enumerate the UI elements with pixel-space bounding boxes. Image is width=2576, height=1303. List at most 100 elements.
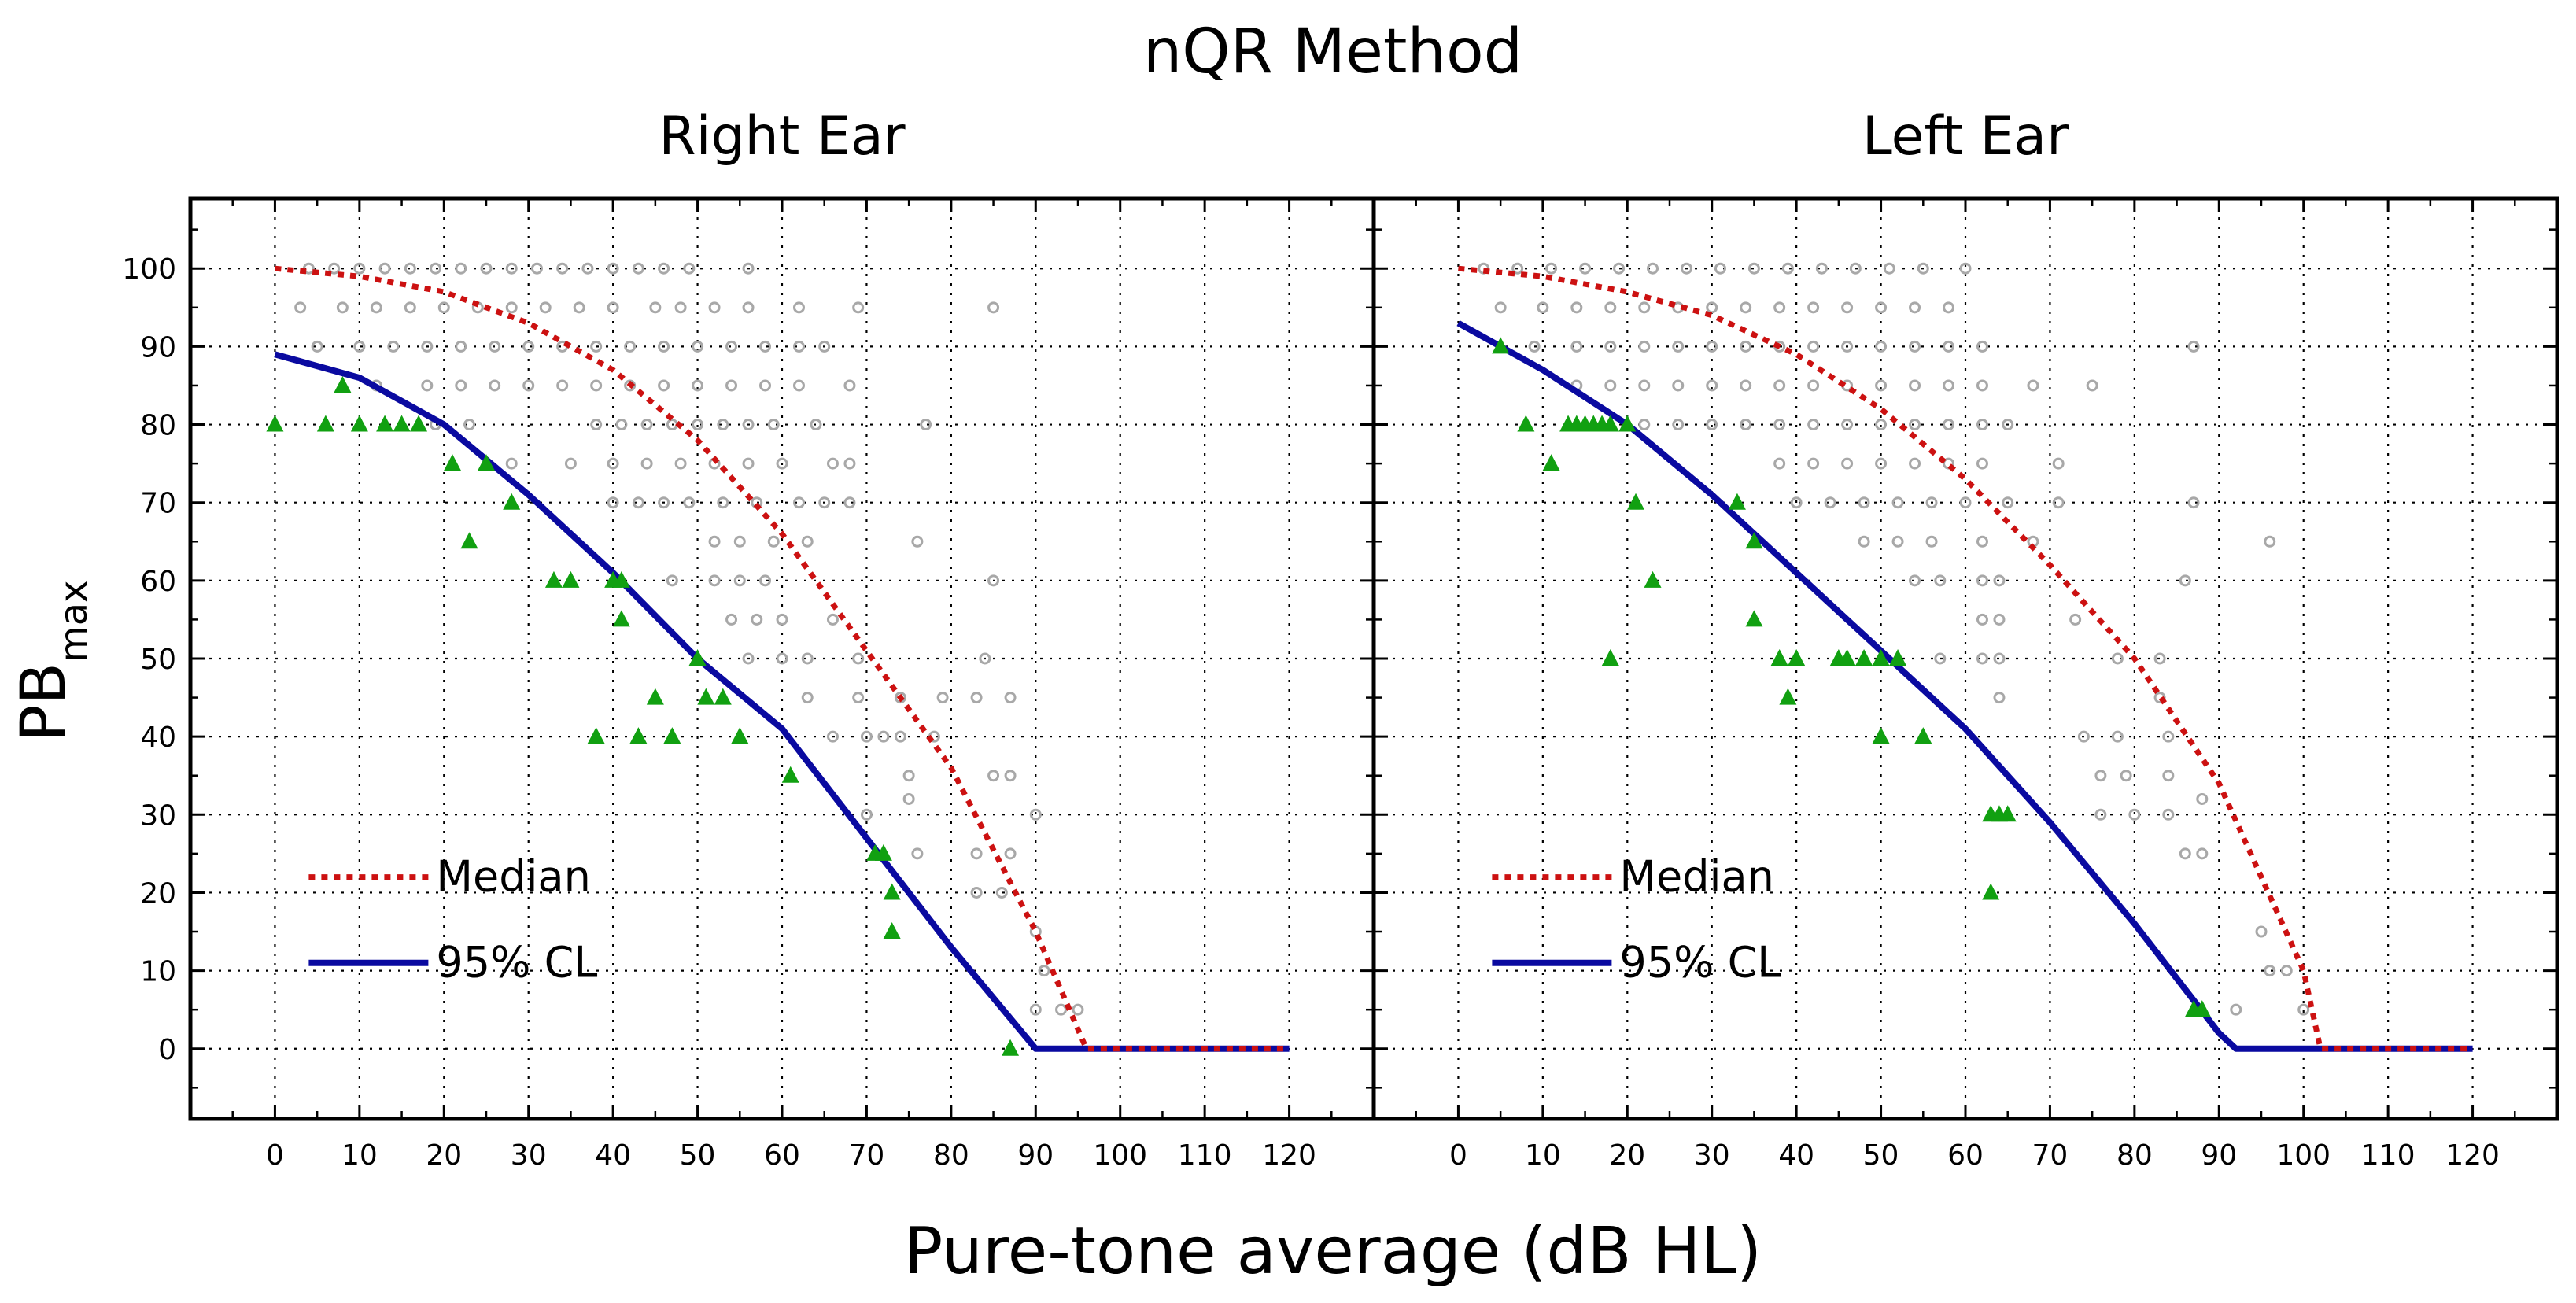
data-point <box>852 692 865 704</box>
below-cl-point <box>612 610 630 627</box>
x-tick-label: 40 <box>1778 1139 1814 1172</box>
data-point <box>2077 730 2090 743</box>
data-point <box>1959 262 1972 275</box>
data-point <box>1875 379 1888 392</box>
data-point <box>2120 770 2132 782</box>
data-point <box>2255 925 2268 938</box>
x-tick-label: 80 <box>2117 1139 2153 1172</box>
data-point <box>801 652 814 665</box>
below-cl-point <box>478 454 495 471</box>
data-point <box>2162 730 2175 743</box>
x-tick-label: 0 <box>1449 1139 1467 1172</box>
data-point <box>2002 496 2014 509</box>
data-point <box>767 419 780 431</box>
data-point <box>725 340 738 353</box>
data-point <box>564 457 577 470</box>
data-point <box>658 379 670 392</box>
data-point <box>1773 301 1786 314</box>
below-cl-point <box>714 688 732 705</box>
data-point <box>1706 379 1718 392</box>
y-tick-label: 0 <box>158 1034 176 1066</box>
data-point <box>852 301 865 314</box>
data-point <box>742 457 755 470</box>
data-point <box>666 574 678 587</box>
data-point <box>1638 419 1651 431</box>
data-point <box>1909 379 1921 392</box>
x-tick-label: 30 <box>1694 1139 1730 1172</box>
data-point <box>387 340 400 353</box>
below-cl-point <box>883 883 901 900</box>
x-tick-label: 110 <box>1178 1139 1232 1172</box>
below-cl-point <box>1770 649 1788 666</box>
data-point <box>590 340 603 353</box>
data-point <box>2162 770 2175 782</box>
y-tick-label: 40 <box>140 722 176 754</box>
below-cl-point <box>612 570 630 588</box>
data-point <box>489 379 501 392</box>
data-point <box>2111 652 2124 665</box>
data-point <box>1909 419 1921 431</box>
data-point <box>658 496 670 509</box>
data-point <box>970 886 983 899</box>
data-point <box>2280 965 2293 977</box>
data-point <box>2264 535 2276 548</box>
data-point <box>2027 379 2039 392</box>
below-cl-point <box>1889 649 1907 666</box>
x-tick-label: 10 <box>341 1139 378 1172</box>
data-point <box>1993 574 2006 587</box>
data-point <box>818 340 831 353</box>
data-point <box>624 379 637 392</box>
data-point <box>1604 340 1617 353</box>
data-point <box>1672 379 1685 392</box>
data-point <box>725 379 738 392</box>
data-point <box>1714 262 1726 275</box>
data-point <box>530 262 543 275</box>
y-axis-label-main: PB <box>9 663 79 742</box>
data-point <box>1807 457 1820 470</box>
below-cl-point <box>731 727 749 744</box>
x-tick-label: 90 <box>2201 1139 2237 1172</box>
data-point <box>607 262 619 275</box>
data-point <box>556 262 569 275</box>
data-point <box>437 301 450 314</box>
data-point <box>640 419 653 431</box>
data-point <box>742 652 755 665</box>
x-tick-label: 120 <box>2445 1139 2500 1172</box>
data-point <box>607 301 619 314</box>
data-point <box>2094 808 2107 821</box>
data-point <box>640 457 653 470</box>
data-point <box>826 730 839 743</box>
data-point <box>1494 301 1507 314</box>
data-point <box>455 379 467 392</box>
data-point <box>2086 379 2098 392</box>
data-point <box>1773 419 1786 431</box>
data-point <box>683 496 696 509</box>
data-point <box>742 419 755 431</box>
data-point <box>708 535 721 548</box>
x-axis-label: Pure-tone average (dB HL) <box>904 1214 1762 1289</box>
legend: Median 95% CL <box>1492 852 1781 987</box>
below-cl-point <box>1788 649 1806 666</box>
data-point <box>970 692 983 704</box>
data-point <box>1528 340 1541 353</box>
data-point <box>2264 965 2276 977</box>
y-tick-label: 100 <box>122 253 176 286</box>
data-point <box>826 613 839 626</box>
data-point <box>1875 457 1888 470</box>
data-point <box>607 496 619 509</box>
below-cl-point <box>1872 649 1890 666</box>
y-tick-label: 80 <box>140 410 176 442</box>
data-point <box>792 379 805 392</box>
data-point <box>1976 419 1988 431</box>
y-axis-label-sub: max <box>52 580 96 663</box>
data-point <box>2069 613 2082 626</box>
data-point <box>2297 1003 2310 1016</box>
below-cl-point <box>350 415 368 432</box>
data-point <box>632 262 644 275</box>
data-point <box>1545 262 1558 275</box>
data-point <box>1604 301 1617 314</box>
data-point <box>1841 419 1854 431</box>
data-point <box>708 301 721 314</box>
data-point <box>987 574 1000 587</box>
data-point <box>353 262 366 275</box>
